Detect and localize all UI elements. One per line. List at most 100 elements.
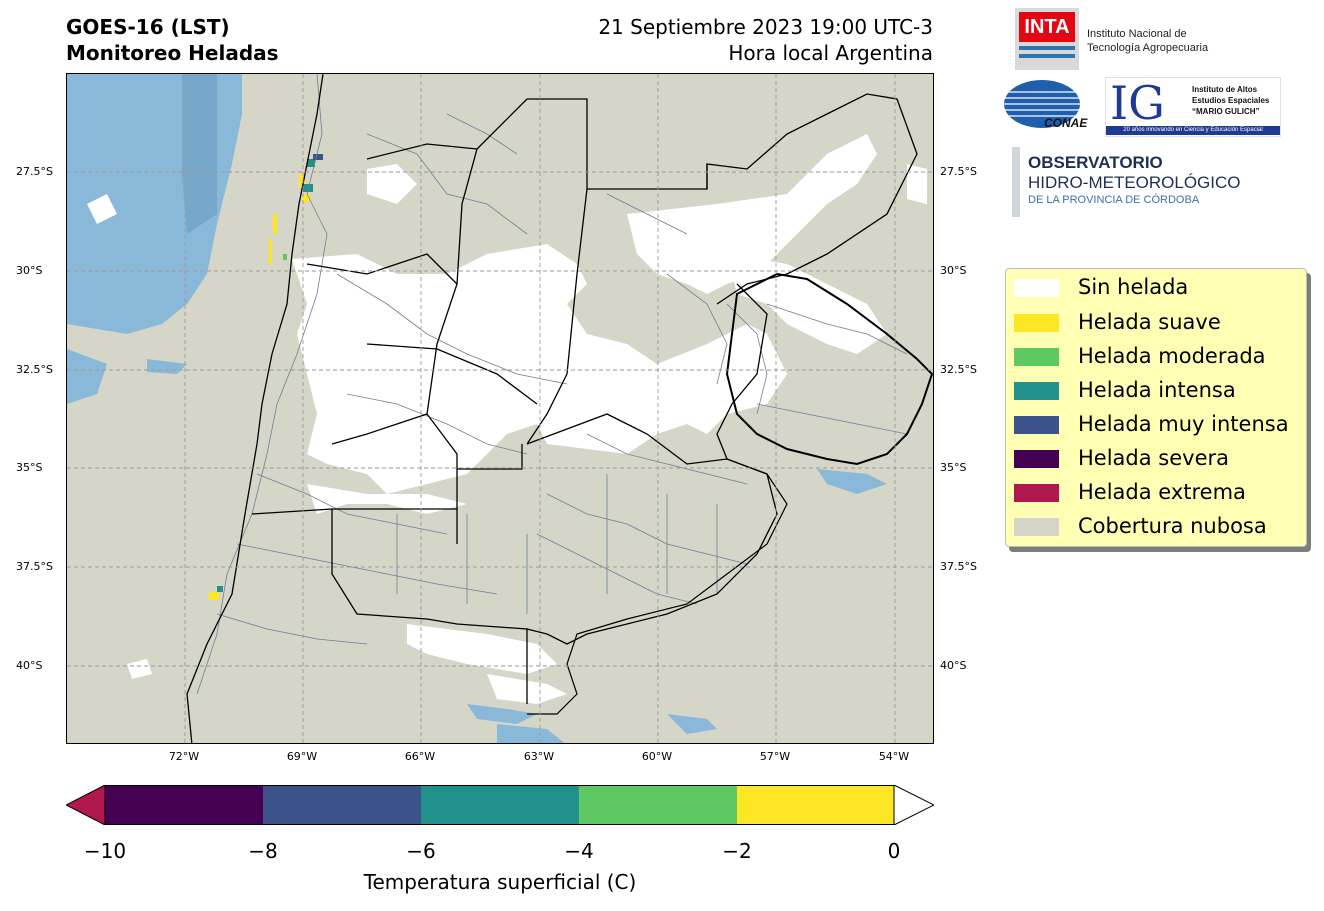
ig-line-2: Estudios Espaciales bbox=[1192, 96, 1270, 105]
inta-line-2: Tecnología Agropecuaria bbox=[1087, 42, 1209, 54]
water-area-pacific-south bbox=[67, 349, 107, 404]
legend-label: Helada extrema bbox=[1078, 480, 1246, 504]
colorbar bbox=[64, 784, 936, 831]
map-canvas bbox=[67, 74, 933, 743]
lat-label-left: 40°S bbox=[16, 659, 43, 672]
legend-label: Helada severa bbox=[1078, 446, 1229, 470]
legend-label: Cobertura nubosa bbox=[1078, 514, 1267, 538]
inta-logo-stripe bbox=[1019, 46, 1075, 50]
conae-globe-icon bbox=[1004, 80, 1080, 128]
colorbar-segment bbox=[263, 785, 421, 825]
inta-line-1: Instituto Nacional de bbox=[1087, 28, 1187, 40]
legend-swatch bbox=[1014, 279, 1059, 297]
ig-line-1: Instituto de Altos bbox=[1192, 85, 1258, 94]
ig-logo-text: Instituto de Altos Estudios Espaciales “… bbox=[1192, 84, 1269, 117]
lon-label: 57°W bbox=[759, 750, 791, 763]
colorbar-tick-label: −10 bbox=[83, 839, 127, 863]
legend-swatch bbox=[1014, 348, 1059, 366]
lon-label: 54°W bbox=[878, 750, 910, 763]
province-boundaries bbox=[186, 74, 918, 743]
inta-logo: INTA bbox=[1015, 8, 1079, 70]
legend-item: Helada severa bbox=[1014, 445, 1304, 475]
frost-map bbox=[66, 73, 934, 744]
lat-label-left: 37.5°S bbox=[16, 560, 53, 573]
lon-label: 69°W bbox=[286, 750, 318, 763]
observatorio-line-2: HIDRO-METEOROLÓGICO bbox=[1028, 173, 1241, 192]
colorbar-over-extension bbox=[893, 784, 936, 826]
colorbar-segment bbox=[421, 785, 579, 825]
colorbar-tick-label: −2 bbox=[722, 839, 752, 863]
legend-swatch bbox=[1014, 518, 1059, 536]
water-patch bbox=[147, 359, 187, 374]
colorbar-segment bbox=[579, 785, 737, 825]
local-time-line: Hora local Argentina bbox=[728, 41, 933, 65]
ig-logo: IG Instituto de Altos Estudios Espaciale… bbox=[1105, 77, 1281, 137]
lon-label: 63°W bbox=[523, 750, 555, 763]
legend-swatch bbox=[1014, 450, 1059, 468]
colorbar-tick-label: −6 bbox=[406, 839, 436, 863]
observatorio-logo-bar bbox=[1012, 147, 1020, 217]
colorbar-tick-label: −4 bbox=[564, 839, 594, 863]
colorbar-segment bbox=[737, 785, 894, 825]
atlantic-coastline bbox=[527, 458, 788, 715]
colorbar-tick-label: 0 bbox=[887, 839, 901, 863]
legend-item: Sin helada bbox=[1014, 274, 1304, 304]
conae-logo: CONAE bbox=[1004, 78, 1090, 134]
inta-logo-text: Instituto Nacional de Tecnología Agropec… bbox=[1087, 27, 1208, 55]
legend-label: Helada intensa bbox=[1078, 378, 1236, 402]
legend-label: Helada moderada bbox=[1078, 344, 1266, 368]
lat-label-right: 30°S bbox=[940, 264, 967, 277]
legend-swatch bbox=[1014, 416, 1059, 434]
lat-label-right: 40°S bbox=[940, 659, 967, 672]
water-areas-atlantic bbox=[467, 469, 887, 743]
lat-label-right: 37.5°S bbox=[940, 560, 977, 573]
water-area-shadow bbox=[182, 74, 217, 234]
conae-logo-text: CONAE bbox=[1044, 116, 1088, 130]
legend-item: Cobertura nubosa bbox=[1014, 513, 1304, 543]
legend-item: Helada extrema bbox=[1014, 479, 1304, 509]
lat-label-right: 32.5°S bbox=[940, 363, 977, 376]
colorbar-graphic bbox=[64, 784, 936, 831]
legend: Sin helada Helada suave Helada moderada … bbox=[1005, 268, 1307, 547]
legend-item: Helada suave bbox=[1014, 309, 1304, 339]
frost-pixels bbox=[209, 154, 323, 600]
legend-swatch bbox=[1014, 382, 1059, 400]
lat-label-left: 30°S bbox=[16, 264, 43, 277]
lat-label-left: 35°S bbox=[16, 461, 43, 474]
lon-label: 60°W bbox=[641, 750, 673, 763]
lon-label: 66°W bbox=[404, 750, 436, 763]
lon-label: 72°W bbox=[168, 750, 200, 763]
map-title: GOES-16 (LST) Monitoreo Heladas bbox=[66, 14, 279, 66]
lat-label-left: 32.5°S bbox=[16, 363, 53, 376]
ig-logo-mark: IG bbox=[1110, 76, 1165, 130]
title-line-2: Monitoreo Heladas bbox=[66, 41, 279, 65]
observatorio-line-1: OBSERVATORIO bbox=[1028, 153, 1163, 172]
colorbar-segment bbox=[105, 785, 263, 825]
lat-label-right: 35°S bbox=[940, 461, 967, 474]
legend-item: Helada muy intensa bbox=[1014, 411, 1304, 441]
ig-tagline: 20 años innovando en Ciencia y Educación… bbox=[1106, 126, 1280, 135]
date-line: 21 Septiembre 2023 19:00 UTC-3 bbox=[598, 15, 933, 39]
legend-label: Sin helada bbox=[1078, 275, 1189, 299]
legend-label: Helada suave bbox=[1078, 310, 1221, 334]
colorbar-axis-label: Temperatura superficial (C) bbox=[363, 870, 637, 894]
inta-logo-stripe bbox=[1019, 54, 1075, 58]
observatorio-logo: OBSERVATORIO HIDRO-METEOROLÓGICO DE LA P… bbox=[1028, 153, 1241, 207]
graticule bbox=[67, 74, 933, 743]
title-line-1: GOES-16 (LST) bbox=[66, 15, 230, 39]
observatorio-line-3: DE LA PROVINCIA DE CÓRDOBA bbox=[1028, 194, 1200, 206]
legend-swatch bbox=[1014, 484, 1059, 502]
legend-item: Helada moderada bbox=[1014, 343, 1304, 373]
lat-label-left: 27.5°S bbox=[16, 165, 53, 178]
legend-item: Helada intensa bbox=[1014, 377, 1304, 407]
legend-swatch bbox=[1014, 314, 1059, 332]
colorbar-tick-label: −8 bbox=[248, 839, 278, 863]
lat-label-right: 27.5°S bbox=[940, 165, 977, 178]
department-boundaries bbox=[196, 74, 908, 695]
legend-label: Helada muy intensa bbox=[1078, 412, 1289, 436]
inta-logo-mark: INTA bbox=[1019, 12, 1075, 42]
colorbar-under-extension bbox=[64, 784, 106, 826]
colorbar-outline bbox=[104, 785, 895, 825]
map-datetime: 21 Septiembre 2023 19:00 UTC-3 Hora loca… bbox=[598, 14, 933, 66]
ig-line-3: “MARIO GULICH” bbox=[1192, 107, 1260, 116]
